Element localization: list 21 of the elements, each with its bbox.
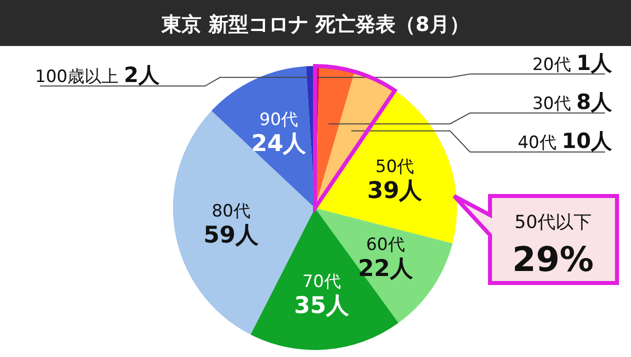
data-label: 2人 <box>124 63 160 87</box>
slice-label: 70代 <box>302 272 342 292</box>
slice-label: 60代 <box>366 234 405 255</box>
data-label: 10人 <box>562 129 613 153</box>
slice-label: 40代 <box>518 133 562 153</box>
slice-label: 50代 <box>375 156 414 177</box>
text: 50代以下 <box>514 212 592 233</box>
slice-label: 100歳以上 <box>35 67 124 87</box>
data-label: 24人 <box>251 130 308 157</box>
text: 29% <box>512 240 594 280</box>
slice-label: 30代 <box>532 94 576 114</box>
data-label: 8人 <box>576 90 613 114</box>
slice-label: 90代 <box>259 110 298 130</box>
data-label: 59人 <box>204 222 260 249</box>
data-label: 39人 <box>367 178 424 204</box>
data-label: 22人 <box>358 256 414 282</box>
slice-label: 80代 <box>212 202 250 222</box>
slice-label: 20代 <box>532 55 576 75</box>
data-label: 1人 <box>576 51 613 75</box>
chart-title: 東京 新型コロナ 死亡発表（8月） <box>160 12 470 36</box>
data-label: 35人 <box>294 292 350 319</box>
